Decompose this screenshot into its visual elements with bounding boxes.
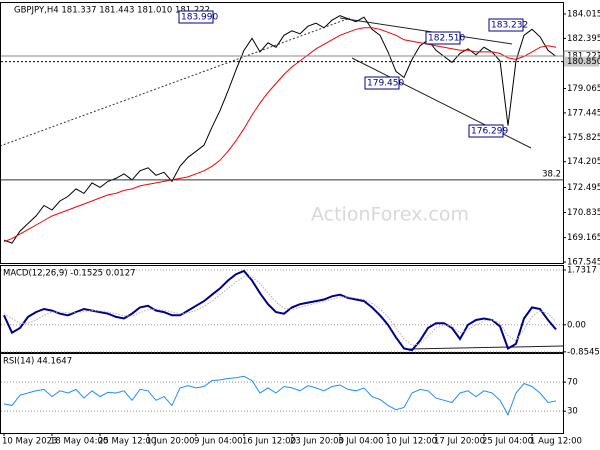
y-tick-label: 175.825 [567,133,600,143]
annotation-box [178,10,214,24]
annotation: 183.232 [491,21,528,31]
y-tick-label: 1.7317 [567,266,597,276]
x-tick-label: 23 Jun 20:00 [290,437,344,447]
y-tick-label: 172.495 [567,183,600,193]
y-tick-label: 0.00 [567,320,586,330]
y-tick-label: 182.395 [567,34,600,44]
y-tick-label: 169.165 [567,233,600,243]
trend-line [409,345,564,350]
x-tick-label: 10 Jul 12:00 [386,437,437,447]
x-tick-label: 16 Jun 12:00 [242,437,296,447]
y-tick-label: -0.8545 [567,347,600,357]
x-tick-label: 25 Jul 04:00 [482,437,533,447]
annotation: 183.990 [181,13,218,23]
y-tick-label: 174.205 [567,157,600,167]
price-label: 180.850 [567,57,600,67]
y-tick-label: 179.065 [567,84,600,94]
y-tick-label: 167.545 [567,258,600,268]
annotation-box [468,124,504,138]
x-tick-label: 1 Jun 20:00 [146,437,195,447]
annotation-box [488,18,524,32]
x-tick-label: 1 Aug 12:00 [530,437,582,447]
y-tick-label: 70 [567,378,578,388]
x-tick-label: 25 May 12:00 [98,437,156,447]
annotation: 179.450 [367,79,404,89]
x-tick-label: 3 Jul 04:00 [338,437,384,447]
panel-frame [0,2,564,264]
y-tick-label: 177.445 [567,108,600,118]
panel-title: RSI(14) 44.1647 [3,357,72,367]
trend-line [339,17,513,45]
series-line [3,15,557,244]
series-line [3,27,557,243]
x-tick-label: 9 Jun 04:00 [194,437,243,447]
annotation: 176.299 [471,127,508,137]
y-tick-label: 170.835 [567,208,600,218]
y-tick-label: 30 [567,407,578,417]
panel-title: MACD(12,26,9) -0.1525 0.0127 [3,269,136,279]
x-tick-label: 17 Jul 20:00 [434,437,485,447]
panel-title: GBPJPY,H4 181.337 181.443 181.010 181.22… [14,6,210,16]
x-tick-label: 18 May 04:00 [50,437,108,447]
annotation: 182.510 [428,34,465,44]
panel-frame [0,265,564,353]
series-line [3,375,557,417]
price-box [564,56,599,67]
price-label: 181.222 [567,52,600,62]
watermark: ActionForex.com [311,204,469,226]
panel-frame [0,353,564,434]
annotation-box [425,31,461,45]
series-line [3,269,557,352]
annotation-box [364,76,400,90]
y-tick-label: 184.015 [567,9,600,19]
fib-label: 38.2 [542,169,561,179]
x-tick-label: 10 May 2023 [2,437,57,447]
series-line [3,276,557,346]
